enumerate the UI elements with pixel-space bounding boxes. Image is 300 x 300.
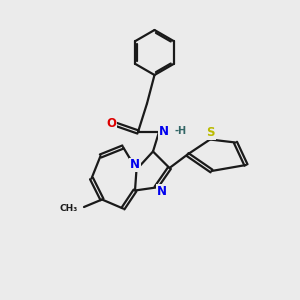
Text: N: N bbox=[130, 158, 140, 172]
Text: N: N bbox=[158, 124, 169, 138]
Text: S: S bbox=[206, 126, 215, 140]
Text: -H: -H bbox=[174, 126, 186, 136]
Text: O: O bbox=[106, 116, 116, 130]
Text: CH₃: CH₃ bbox=[59, 204, 77, 213]
Text: N: N bbox=[157, 184, 167, 198]
